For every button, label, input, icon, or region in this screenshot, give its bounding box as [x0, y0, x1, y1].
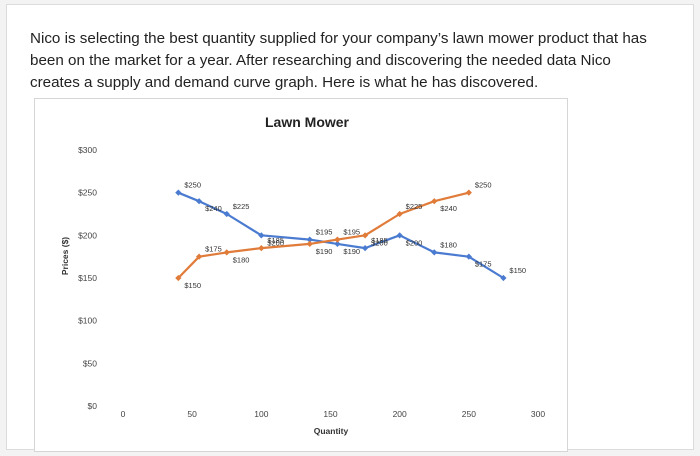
y-tick-label: $50 [83, 358, 97, 368]
data-label: $175 [475, 260, 492, 269]
data-point [195, 198, 203, 205]
x-tick-label: 250 [462, 409, 476, 419]
x-tick-label: 150 [323, 409, 337, 419]
data-label: $250 [475, 181, 492, 190]
data-label: $195 [316, 228, 333, 237]
data-point [175, 189, 182, 196]
x-tick-label: 100 [254, 409, 268, 419]
data-label: $180 [233, 255, 250, 264]
x-tick-label: 50 [187, 409, 197, 419]
data-label: $240 [440, 204, 457, 213]
series-2: $150 $175 $180 $185 $190 $195 $200 $225 $240 $250 [175, 181, 492, 290]
data-label: $200 [406, 238, 423, 247]
y-tick-label: $0 [88, 401, 98, 411]
data-label: $225 [233, 202, 250, 211]
data-point [465, 253, 472, 260]
series-line [177, 191, 470, 279]
data-point [223, 249, 230, 256]
data-point [306, 240, 313, 247]
x-tick-label: 0 [121, 409, 126, 419]
y-axis-ticks: $0 $50 $100 $150 $200 $250 $300 [78, 145, 97, 411]
data-label: $250 [184, 181, 201, 190]
x-axis-ticks: 0 50 100 150 200 250 300 [121, 409, 546, 419]
data-label: $190 [343, 247, 360, 256]
data-label: $150 [509, 266, 526, 275]
data-point [175, 274, 182, 282]
series-layer: $250$240 $225$200$195$190$185 $200 $180$175… [175, 181, 526, 290]
question-text: Nico is selecting the best quantity supp… [30, 30, 647, 91]
y-tick-label: $100 [78, 316, 97, 326]
data-label: $175 [205, 245, 222, 254]
data-label: $185 [371, 236, 388, 245]
data-label: $200 [267, 238, 284, 247]
data-label: $240 [205, 204, 222, 213]
data-point [306, 236, 313, 243]
y-tick-label: $150 [78, 273, 97, 283]
y-tick-label: $200 [78, 230, 97, 240]
data-label: $190 [316, 247, 333, 256]
y-axis-label: Prices ($) [60, 237, 70, 275]
data-point [258, 245, 265, 252]
data-label: $225 [406, 202, 423, 211]
chart-title: Lawn Mower [265, 114, 350, 130]
data-label: $185 [267, 236, 284, 245]
supply-demand-chart: Lawn Mower Prices ($) Quantity $0 $50 $100… [60, 114, 546, 436]
data-point [223, 210, 230, 218]
data-point [195, 253, 203, 260]
x-axis-label: Quantity [314, 426, 349, 436]
data-label: $180 [440, 240, 457, 249]
x-tick-label: 300 [531, 409, 545, 419]
y-tick-label: $250 [78, 188, 97, 198]
x-tick-label: 200 [393, 409, 407, 419]
data-label: $150 [184, 281, 201, 290]
data-point [431, 198, 438, 205]
data-label: $200 [371, 238, 388, 247]
data-label: $195 [343, 228, 360, 237]
y-tick-label: $300 [78, 145, 97, 155]
data-point [465, 189, 472, 196]
data-point [334, 236, 341, 243]
chart-container: Lawn Mower Prices ($) Quantity $0 $50 $100… [34, 98, 568, 452]
data-point [361, 245, 369, 252]
